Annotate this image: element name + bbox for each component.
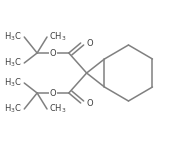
Text: H$_3$C: H$_3$C xyxy=(5,77,22,89)
Text: O: O xyxy=(50,48,56,58)
Text: O: O xyxy=(50,88,56,98)
Text: CH$_3$: CH$_3$ xyxy=(49,31,66,43)
Text: H$_3$C: H$_3$C xyxy=(5,103,22,115)
Text: H$_3$C: H$_3$C xyxy=(5,31,22,43)
Text: CH$_3$: CH$_3$ xyxy=(49,103,66,115)
Text: H$_3$C: H$_3$C xyxy=(5,57,22,69)
Text: O: O xyxy=(87,99,93,107)
Text: O: O xyxy=(87,39,93,47)
